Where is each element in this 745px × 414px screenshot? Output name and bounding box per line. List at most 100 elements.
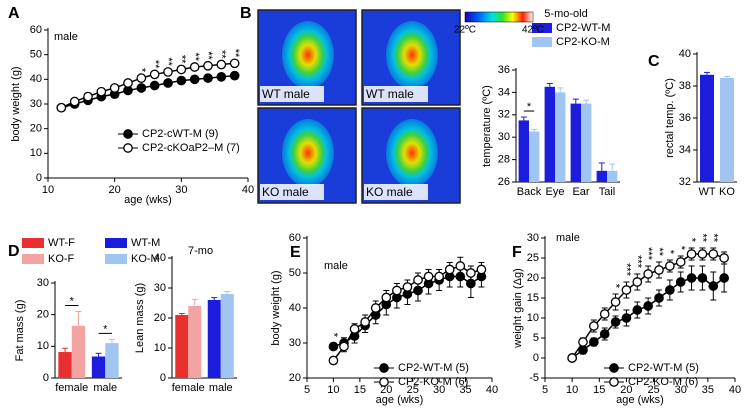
data-point [643, 301, 653, 311]
bar [207, 300, 221, 378]
data-point [444, 264, 455, 275]
data-point [578, 345, 588, 355]
significance-mark: ** [707, 233, 719, 242]
x-tick-label: 10 [327, 384, 339, 396]
y-tick-label: 10 [37, 340, 49, 352]
data-point [589, 321, 599, 331]
y-tick-label: 20 [527, 272, 539, 284]
data-point [83, 91, 93, 102]
data-point [229, 58, 240, 69]
annotation: male [556, 232, 580, 244]
data-point [163, 67, 173, 77]
data-point [675, 277, 686, 287]
y-tick-label: 20 [289, 372, 301, 384]
annotation: male [324, 260, 348, 272]
bar [570, 103, 581, 182]
legend-label: CP2-KO-M [556, 36, 610, 48]
annotation: male [54, 31, 78, 43]
image-label-bg [364, 86, 428, 102]
y-tick-label: 50 [289, 267, 301, 279]
y-tick-label: 34 [498, 86, 510, 98]
data-point [370, 303, 381, 313]
x-tick-label: 20 [109, 184, 121, 196]
x-tick-label: 35 [702, 384, 714, 396]
legend-label: WT-M [131, 237, 160, 249]
data-point [643, 269, 653, 279]
bar [544, 86, 555, 182]
data-point [413, 285, 423, 296]
y-tick-label: 32 [679, 176, 691, 188]
legend-label: CP2-WT-M [556, 22, 610, 34]
x-tick-label: male [209, 382, 233, 394]
data-point [466, 278, 476, 289]
legend-label: CP2-KO-M (6) [628, 376, 698, 388]
legend-label: CP2-KO-M (6) [398, 376, 468, 388]
legend-marker [123, 143, 133, 153]
data-point [123, 78, 133, 88]
data-point [589, 337, 599, 347]
panel-label: B [240, 5, 252, 22]
legend-swatch [105, 238, 127, 248]
data-point [328, 341, 339, 352]
image-label-bg [260, 184, 324, 200]
data-point [610, 317, 621, 327]
x-tick-label: 10 [42, 184, 54, 196]
x-tick-label: KO [719, 186, 735, 198]
x-tick-label: WT [698, 186, 715, 198]
significance-mark: ** [202, 51, 214, 60]
significance-mark: ** [229, 49, 241, 58]
data-point [229, 70, 240, 81]
panel-label: A [8, 5, 20, 22]
y-tick-label: 20 [30, 123, 42, 135]
legend-marker [379, 363, 389, 373]
data-point [56, 102, 67, 113]
y-tick-label: 0 [36, 172, 42, 184]
legend-marker [609, 377, 619, 387]
data-point [69, 96, 80, 107]
data-point [136, 83, 147, 93]
significance-mark: * [610, 284, 622, 289]
y-tick-label: 30 [154, 282, 166, 294]
x-tick-label: 25 [647, 384, 659, 396]
significance-mark: ** [175, 55, 187, 64]
data-point [328, 355, 339, 366]
significance-mark: ** [162, 57, 174, 66]
significance-mark: * [664, 250, 676, 255]
data-point [203, 73, 213, 83]
image-label-bg [364, 184, 428, 200]
data-point [719, 273, 729, 283]
data-point [392, 285, 402, 296]
bar [555, 92, 566, 182]
y-tick-label: 60 [289, 232, 301, 244]
thermal-body [386, 21, 438, 89]
significance-mark: ** [215, 50, 227, 59]
data-point [632, 277, 643, 287]
y-tick-label: 34 [679, 144, 691, 156]
thermal-body [282, 119, 334, 187]
bar [91, 356, 106, 378]
x-tick-label: Ear [572, 186, 589, 198]
colorbar [464, 11, 534, 23]
bar [105, 343, 119, 378]
legend-marker [379, 377, 389, 387]
data-point [632, 305, 643, 315]
y-axis-label: weight gain (Δg) [512, 268, 524, 349]
data-point [423, 271, 434, 282]
data-point [697, 249, 708, 259]
significance-mark: ** [653, 247, 665, 256]
data-point [621, 313, 632, 323]
bar [700, 74, 714, 182]
significance-mark: *** [642, 247, 654, 261]
data-point [402, 282, 413, 292]
y-tick-label: 30 [527, 232, 539, 244]
data-point [708, 281, 719, 291]
bar [175, 315, 189, 378]
y-tick-label: 38 [679, 80, 691, 92]
legend-swatch [22, 254, 44, 264]
panel-label: E [290, 244, 301, 261]
data-point [176, 75, 187, 86]
panel-label: C [648, 53, 660, 70]
x-tick-label: male [93, 382, 117, 394]
data-point [610, 297, 621, 307]
significance-mark: * [328, 333, 340, 338]
